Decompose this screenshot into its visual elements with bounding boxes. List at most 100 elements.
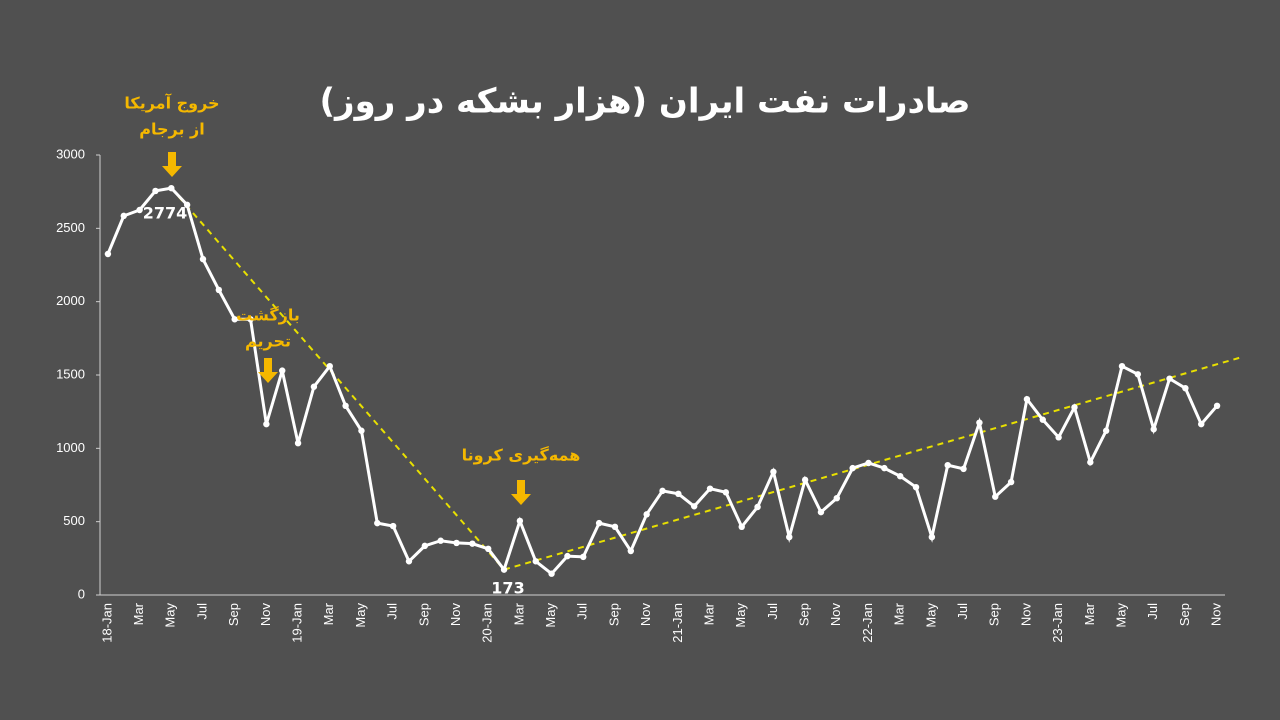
data-point (833, 495, 840, 502)
x-tick-label: Mar (1082, 602, 1097, 625)
data-point (247, 316, 254, 323)
data-point (342, 402, 349, 409)
x-tick-label: Sep (1177, 603, 1192, 626)
data-point (279, 367, 286, 374)
x-tick-label: Sep (987, 603, 1002, 626)
y-tick-label: 2500 (56, 220, 85, 235)
data-point (374, 519, 381, 527)
data-point (1213, 402, 1221, 409)
annotation: تحریم (245, 332, 291, 351)
annotation: از برجام (139, 120, 205, 139)
data-point (294, 440, 302, 447)
trend-line (170, 187, 505, 571)
data-point (928, 533, 936, 541)
x-tick-label: Nov (258, 603, 273, 627)
x-tick-label: Mar (701, 602, 716, 625)
data-point (754, 503, 761, 511)
data-point (136, 206, 143, 214)
x-tick-label: Nov (828, 603, 843, 627)
annotation: همه‌گیری کرونا (462, 446, 581, 465)
data-point (786, 533, 793, 541)
x-tick-label: 21-Jan (670, 603, 685, 643)
x-tick-label: Jul (194, 603, 209, 620)
data-point (326, 363, 333, 370)
x-tick-label: Mar (321, 602, 336, 625)
data-point (770, 468, 777, 475)
annotation: بازگشت (236, 306, 300, 325)
data-point (1102, 427, 1110, 434)
data-point (1198, 420, 1205, 428)
data-point (627, 547, 635, 555)
data-point (706, 485, 714, 492)
x-tick-label: Mar (892, 602, 907, 625)
x-tick-label: May (733, 603, 748, 628)
data-point (1087, 459, 1094, 466)
data-point (183, 201, 191, 209)
arrow (258, 358, 278, 383)
data-point (643, 511, 650, 518)
x-tick-label: 18-Jan (99, 603, 114, 643)
data-point (675, 490, 682, 497)
data-point (722, 489, 730, 496)
data-point (532, 558, 539, 565)
x-tick-label: Jul (575, 603, 590, 620)
x-tick-label: May (543, 603, 558, 628)
data-point (548, 570, 555, 577)
data-point (469, 540, 476, 547)
data-point (231, 316, 238, 323)
data-point (1071, 404, 1078, 411)
x-tick-label: Nov (1018, 603, 1033, 627)
data-point (944, 462, 951, 469)
data-point (690, 503, 698, 510)
data-point (152, 187, 159, 195)
x-tick-label: 22-Jan (860, 603, 875, 643)
data-point (738, 523, 745, 530)
data-point (358, 427, 365, 434)
data-point (1007, 478, 1015, 486)
x-tick-label: Mar (511, 602, 526, 625)
x-tick-label: 20-Jan (480, 603, 495, 643)
data-point (580, 553, 587, 561)
x-tick-label: Jul (955, 603, 970, 620)
data-point (912, 484, 920, 491)
data-point (405, 558, 413, 565)
data-point (104, 250, 112, 258)
data-point (881, 464, 888, 472)
x-tick-label: May (1113, 603, 1128, 628)
y-tick-label: 2000 (56, 293, 85, 308)
data-point (199, 255, 207, 263)
data-point (453, 539, 460, 547)
data-point (865, 459, 872, 467)
data-point (1118, 363, 1126, 370)
x-tick-label: 23-Jan (1050, 603, 1065, 643)
x-tick-label: Sep (606, 603, 621, 626)
data-point (421, 542, 429, 550)
annotation: خروج آمریکا (124, 93, 219, 113)
data-point (500, 566, 508, 573)
data-point (310, 383, 318, 390)
x-tick-label: Nov (638, 603, 653, 627)
data-point (849, 464, 856, 472)
x-tick-label: Mar (131, 602, 146, 625)
y-tick-label: 1500 (56, 366, 85, 381)
x-tick-label: 19-Jan (290, 603, 305, 643)
x-tick-label: Sep (226, 603, 241, 626)
data-point (1166, 375, 1173, 382)
data-point (1150, 426, 1157, 433)
data-point (1182, 385, 1189, 392)
y-tick-label: 3000 (56, 146, 85, 161)
y-tick-label: 0 (78, 586, 85, 601)
x-tick-label: Sep (797, 603, 812, 626)
chart-title: صادرات نفت ایران (هزار بشکه در روز) (319, 82, 970, 122)
data-point (992, 493, 999, 500)
data-point (215, 286, 223, 294)
data-point (960, 465, 967, 473)
data-point (611, 523, 619, 530)
x-tick-label: Jul (385, 603, 400, 620)
arrow (511, 480, 531, 505)
x-tick-label: Jul (1145, 603, 1160, 620)
x-tick-label: May (353, 603, 368, 628)
data-point (801, 476, 809, 484)
